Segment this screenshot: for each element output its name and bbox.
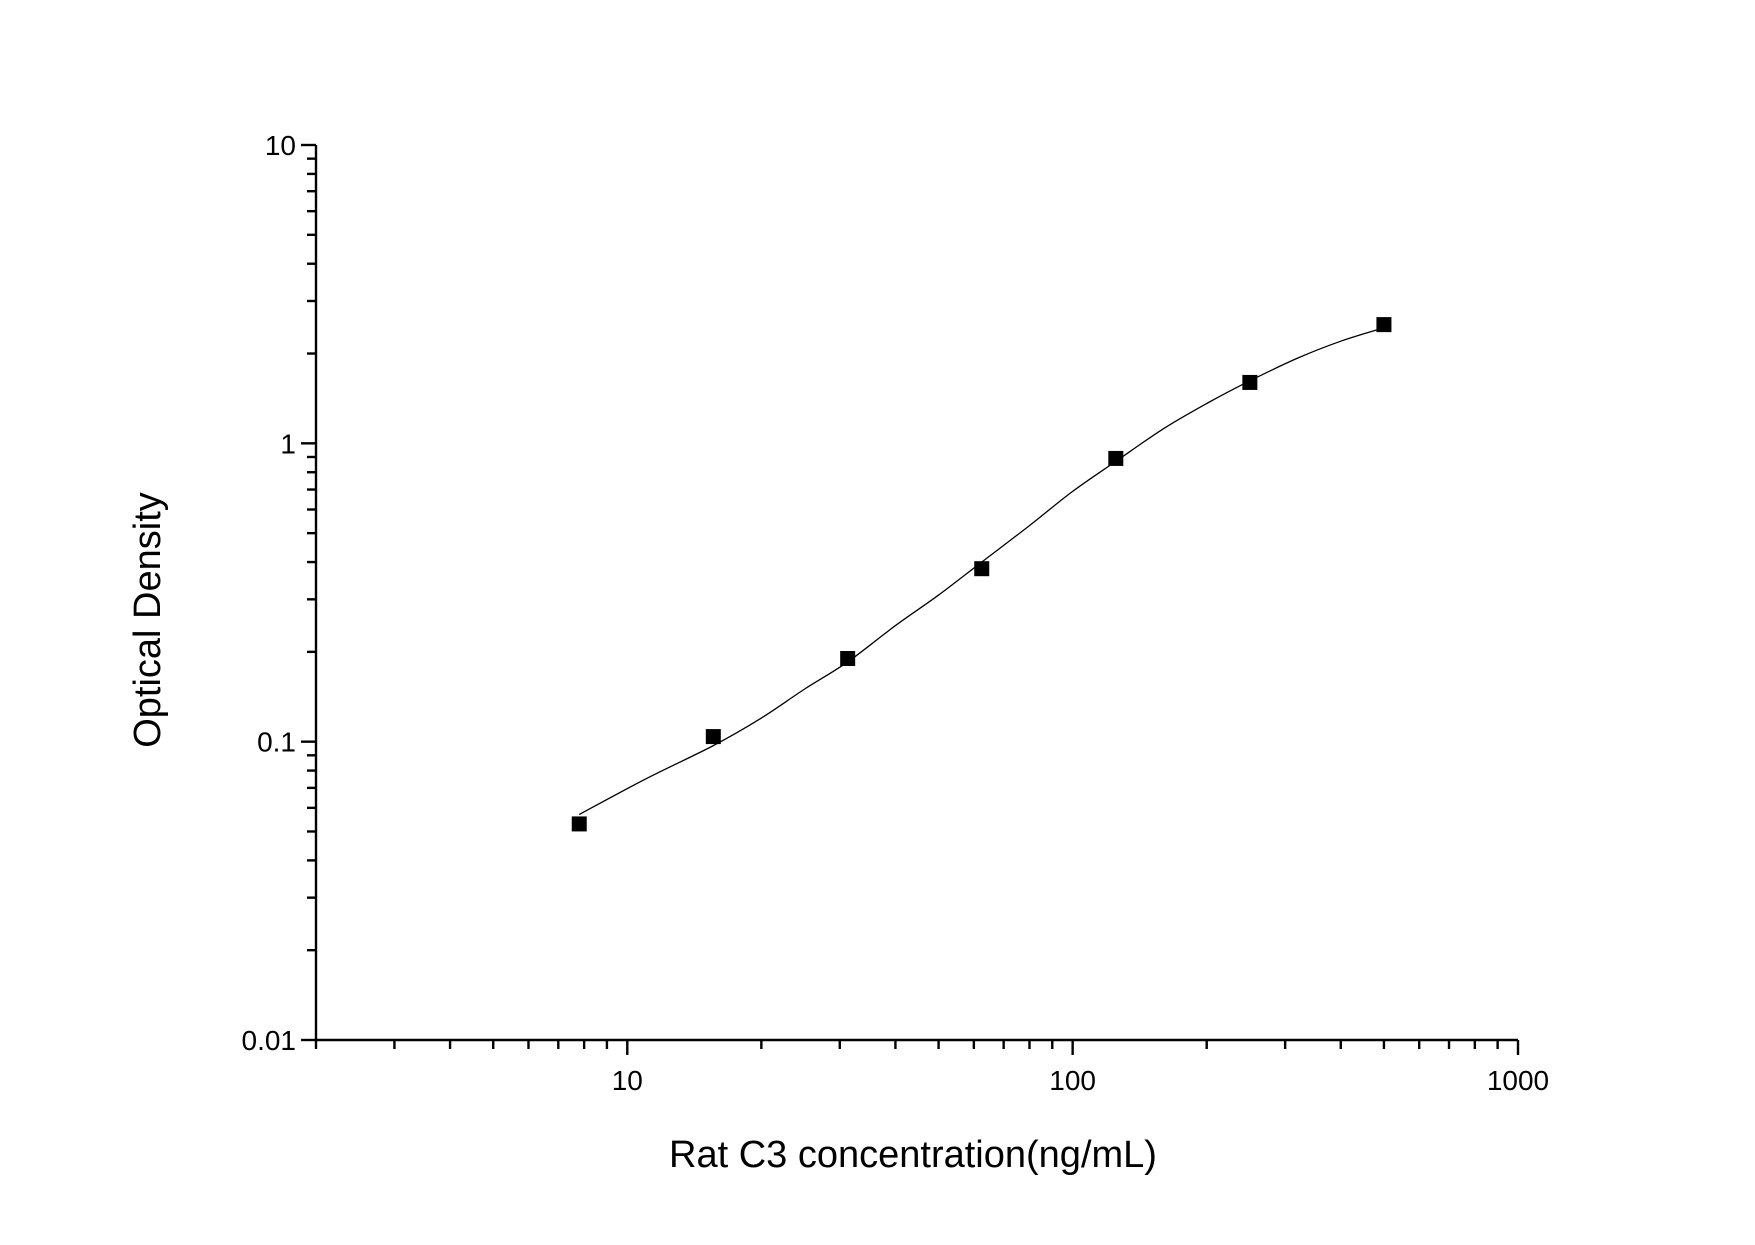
y-tick-label: 0.1 (257, 727, 296, 758)
x-axis-title: Rat C3 concentration(ng/mL) (669, 1134, 1157, 1176)
data-point (1376, 317, 1392, 333)
y-tick-label: 0.01 (242, 1025, 297, 1056)
data-point (1108, 450, 1124, 466)
data-point (571, 816, 587, 832)
y-axis-title: Optical Density (127, 492, 169, 748)
data-point (840, 651, 856, 667)
y-tick-label: 1 (280, 428, 296, 459)
x-tick-label: 1000 (1487, 1065, 1549, 1096)
x-tick-label: 10 (612, 1065, 643, 1096)
data-point (1242, 374, 1258, 390)
data-points-layer (571, 317, 1392, 832)
y-tick-label: 10 (265, 130, 296, 161)
data-point (705, 729, 721, 745)
data-point (974, 561, 990, 577)
axes: 10 100 1000 0.01 0.1 1 10 (242, 130, 1550, 1096)
x-tick-label: 100 (1049, 1065, 1096, 1096)
